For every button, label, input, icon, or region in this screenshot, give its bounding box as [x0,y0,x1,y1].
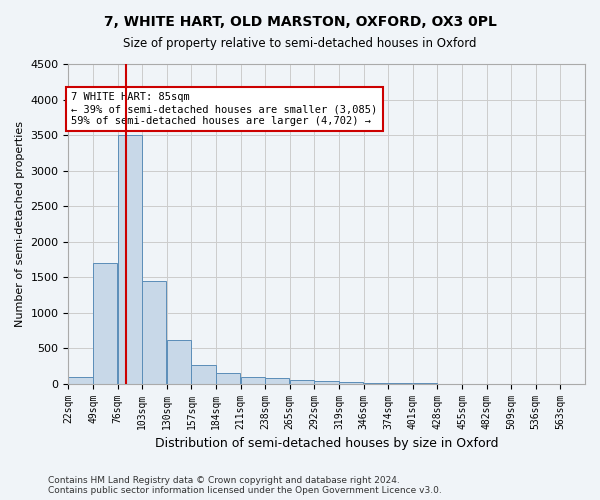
Text: Contains public sector information licensed under the Open Government Licence v3: Contains public sector information licen… [48,486,442,495]
Bar [339,382,363,384]
Bar [142,280,166,384]
Bar [314,381,338,384]
Bar [364,383,388,384]
Text: Size of property relative to semi-detached houses in Oxford: Size of property relative to semi-detach… [123,38,477,51]
Bar [191,364,215,384]
Bar [241,378,265,384]
Bar [216,373,240,384]
Bar [118,135,142,384]
Bar [290,380,314,384]
Text: 7, WHITE HART, OLD MARSTON, OXFORD, OX3 0PL: 7, WHITE HART, OLD MARSTON, OXFORD, OX3 … [104,15,496,29]
Bar [68,376,92,384]
Bar [167,340,191,384]
Bar [265,378,289,384]
Text: Contains HM Land Registry data © Crown copyright and database right 2024.: Contains HM Land Registry data © Crown c… [48,476,400,485]
Y-axis label: Number of semi-detached properties: Number of semi-detached properties [15,121,25,327]
Text: 7 WHITE HART: 85sqm
← 39% of semi-detached houses are smaller (3,085)
59% of sem: 7 WHITE HART: 85sqm ← 39% of semi-detach… [71,92,377,126]
Bar [93,263,117,384]
X-axis label: Distribution of semi-detached houses by size in Oxford: Distribution of semi-detached houses by … [155,437,499,450]
